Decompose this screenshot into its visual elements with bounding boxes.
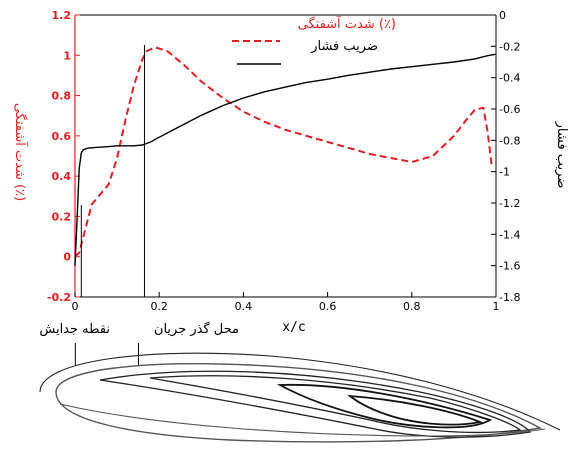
left-tick-label: 0.8 [52,90,72,103]
right-axis-title: ضریب فشار [554,121,569,189]
right-tick-label: -0.2 [499,40,520,53]
marker-group: نقطه جدایش محل گذر جریان [39,45,239,365]
streamline-lower [59,403,546,437]
left-axis-ticks: -0.2 0 0.2 0.4 0.6 0.8 1 1.2 [47,9,80,304]
right-tick-label: -0.4 [499,72,520,85]
x-tick-label: 0.8 [403,300,421,313]
streamline-vortex [276,383,493,429]
x-tick-label: 0.6 [319,300,337,313]
streamline-bubble-1 [99,370,532,438]
right-tick-label: -1.4 [499,228,520,241]
series-line-pressure [74,53,497,266]
right-tick-label: -1.8 [499,291,520,304]
x-tick-label: 0.2 [150,300,168,313]
left-axis-title: شدت آشفتگی (٪) [12,103,29,201]
x-tick-label: 1 [493,300,500,313]
x-tick-label: 0 [72,300,79,313]
airfoil-outline [55,363,543,443]
left-tick-label: 0.2 [52,210,72,223]
right-tick-label: -1.2 [499,197,520,210]
x-tick-label: 0.4 [235,300,253,313]
left-tick-label: 1.2 [52,9,72,22]
series-line-turbulence [74,46,493,258]
x-axis-title: x/c [282,320,305,335]
streamline-outer [39,352,561,431]
legend: شدت آشفتگی (٪) ضریب فشار [232,15,396,65]
marker-label: محل گذر جریان [154,321,239,337]
legend-label-turbulence: شدت آشفتگی (٪) [298,15,396,32]
airfoil-streamline-image [39,352,561,443]
streamline-core [347,394,484,426]
marker-label: نقطه جدایش [39,322,110,337]
right-tick-label: 0 [499,9,506,22]
left-tick-label: 0.6 [52,130,72,143]
right-tick-label: -1.6 [499,260,520,273]
left-tick-label: -0.2 [47,291,71,304]
right-tick-label: -0.6 [499,103,520,116]
left-tick-label: 0 [63,251,71,264]
legend-label-pressure: ضریب فشار [310,39,378,54]
streamline-bubble-2 [149,375,522,434]
series-group [74,46,497,266]
right-tick-label: -1 [499,166,510,179]
x-axis-ticks: 0 0.2 0.4 0.6 0.8 1 [72,292,500,313]
plot-area [74,14,497,298]
right-tick-label: -0.8 [499,134,520,147]
left-tick-label: 0.4 [52,170,72,183]
right-axis-ticks: 0 -0.2 -0.4 -0.6 -0.8 -1 -1.2 -1.4 -1.6 -1.8 [491,9,520,304]
left-tick-label: 1 [63,49,71,62]
